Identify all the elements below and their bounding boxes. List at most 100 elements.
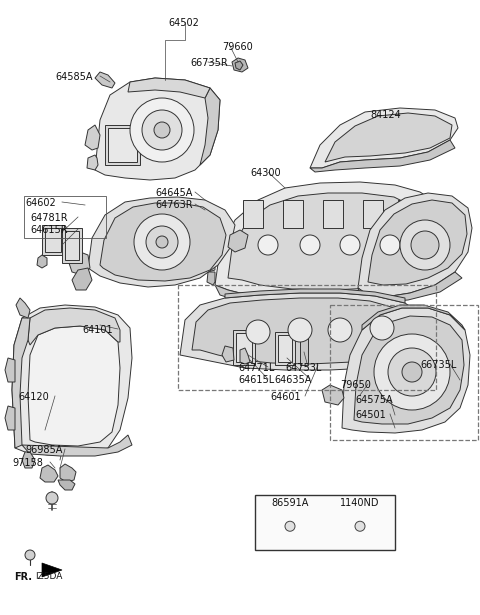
Bar [323,200,343,228]
Circle shape [246,320,270,344]
Circle shape [328,318,352,342]
Circle shape [258,235,278,255]
Polygon shape [325,113,452,162]
Polygon shape [12,318,30,448]
Polygon shape [228,193,432,290]
Bar [108,128,137,162]
Polygon shape [12,305,132,455]
Polygon shape [222,346,234,362]
Text: 79650: 79650 [340,380,371,390]
Text: 96985A: 96985A [25,445,62,455]
Polygon shape [72,268,92,290]
Bar [62,228,82,263]
Text: FR.: FR. [14,572,32,582]
Text: 64602: 64602 [25,198,56,208]
Text: 64615L: 64615L [238,375,274,385]
Circle shape [355,522,365,531]
Bar [398,200,418,228]
Bar [42,225,64,255]
Circle shape [370,316,394,340]
Text: 64753L: 64753L [285,363,322,373]
Polygon shape [192,298,412,364]
Circle shape [300,235,320,255]
Polygon shape [235,61,243,70]
Text: 64502: 64502 [168,18,199,28]
Circle shape [285,522,295,531]
Bar [24,196,106,238]
Text: IZ5DA: IZ5DA [35,572,62,581]
Text: 64615R: 64615R [30,225,68,235]
Ellipse shape [419,124,437,136]
Polygon shape [180,293,425,370]
Polygon shape [100,203,226,281]
Polygon shape [95,72,115,88]
Bar [255,495,395,550]
Bar [236,333,252,362]
Text: 64763R: 64763R [155,200,192,210]
Text: 64771L: 64771L [238,363,275,373]
Polygon shape [228,230,248,252]
Polygon shape [310,140,455,172]
Polygon shape [310,108,458,168]
Circle shape [134,214,190,270]
Text: 64781R: 64781R [30,213,68,223]
Circle shape [380,235,400,255]
Text: 1140ND: 1140ND [340,498,380,508]
Polygon shape [95,78,220,180]
Bar [275,332,295,365]
Text: 84124: 84124 [370,110,401,120]
Bar [105,125,140,165]
Polygon shape [16,298,30,318]
Ellipse shape [391,127,409,139]
Ellipse shape [361,132,379,144]
Circle shape [46,492,58,504]
Circle shape [388,348,436,396]
Circle shape [410,235,430,255]
Text: 64300: 64300 [250,168,281,178]
Polygon shape [5,358,15,382]
Polygon shape [215,285,425,310]
Bar [243,200,263,228]
Polygon shape [58,480,75,490]
Polygon shape [68,250,90,275]
Circle shape [142,110,182,150]
Polygon shape [362,305,465,330]
Polygon shape [88,197,235,287]
Polygon shape [200,88,220,165]
Circle shape [411,231,439,259]
Bar [65,231,79,260]
Polygon shape [28,326,120,446]
Polygon shape [322,385,344,405]
Bar [283,200,303,228]
Polygon shape [22,435,132,456]
Text: 64635A: 64635A [274,375,312,385]
Polygon shape [87,155,98,170]
Circle shape [340,235,360,255]
Polygon shape [215,182,448,302]
Bar [45,228,61,252]
Bar [278,335,292,362]
Polygon shape [22,452,35,468]
Text: 64601: 64601 [270,392,300,402]
Circle shape [400,220,450,270]
Polygon shape [28,308,120,345]
Circle shape [146,226,178,258]
Polygon shape [240,348,250,364]
Polygon shape [60,464,76,482]
Circle shape [374,334,450,410]
Polygon shape [5,406,15,430]
Text: 64575A: 64575A [355,395,393,405]
Polygon shape [368,200,467,285]
Text: 86591A: 86591A [271,498,309,508]
Text: 64501: 64501 [355,410,386,420]
Text: 66735L: 66735L [420,360,456,370]
Circle shape [130,98,194,162]
Text: 64101: 64101 [82,325,113,335]
Polygon shape [128,78,210,98]
Polygon shape [358,193,472,297]
Text: 97158: 97158 [12,458,43,468]
Circle shape [154,122,170,138]
Bar [233,330,255,365]
Bar [300,335,308,365]
Text: 64120: 64120 [18,392,49,402]
